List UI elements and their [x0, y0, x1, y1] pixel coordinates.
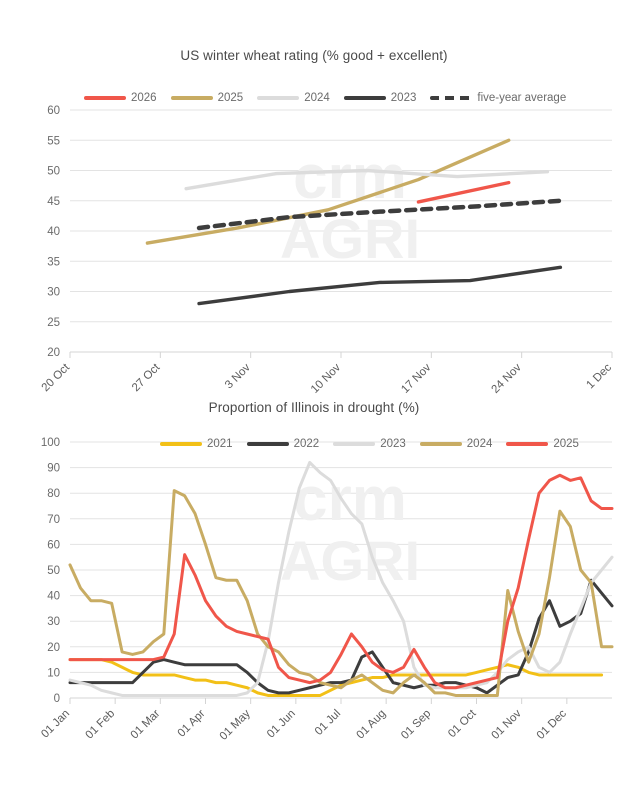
series-line-2023 [68, 460, 614, 697]
series-line-2022 [68, 578, 614, 695]
legend-swatch-2024 [257, 96, 300, 100]
x-axis-tick-label: 27 Oct [130, 361, 163, 394]
legend-item-2025[interactable]: 2025 [170, 92, 258, 104]
y-axis-tick-label: 45 [47, 196, 60, 208]
legend-label-2022: 2022 [293, 438, 320, 450]
x-axis-tick-label: 01 Jul [313, 708, 343, 738]
legend-swatch-2024b [419, 442, 462, 446]
x-axis-tick-label: 01 Apr [176, 708, 208, 740]
legend-item-five-year-average[interactable]: five-year average [430, 92, 580, 104]
watermark-crm: crm [293, 143, 407, 212]
legend-swatch-2023b [333, 442, 376, 446]
illinois-drought-chart: Proportion of Illinois in drought (%) 20… [0, 400, 628, 797]
legend-label-2023: 2023 [390, 92, 417, 104]
legend-label-2023b: 2023 [380, 438, 406, 450]
y-axis-tick-label: 70 [47, 514, 60, 526]
legend-item-2024[interactable]: 2024 [257, 92, 344, 104]
series-line-2025 [145, 138, 511, 245]
y-axis-tick-label: 20 [47, 347, 60, 359]
legend-swatch-2026 [84, 96, 126, 100]
x-axis-tick-label: 10 Nov [309, 361, 343, 395]
x-axis-tick-label: 01 Oct [446, 707, 479, 740]
y-axis-tick-label: 0 [54, 693, 60, 705]
legend-label-2026: 2026 [131, 92, 157, 104]
y-axis-tick-label: 90 [47, 463, 60, 475]
y-axis-tick-label: 100 [41, 437, 60, 449]
legend-label-2024b: 2024 [466, 438, 493, 450]
legend-item-2026[interactable]: 2026 [84, 92, 171, 104]
legend-item-2023[interactable]: 2023 [343, 92, 431, 104]
y-axis-tick-label: 20 [47, 642, 60, 654]
legend-swatch-2023 [343, 96, 386, 100]
series-line-2023 [197, 265, 563, 306]
chart1-legend: 2026 2025 2024 2023 five-year average [84, 92, 580, 104]
x-axis-tick-label: 24 Nov [490, 361, 524, 395]
legend-item-2024b[interactable]: 2024 [419, 438, 507, 450]
legend-swatch-five-year-average [430, 96, 473, 100]
legend-swatch-2021 [160, 442, 202, 446]
legend-swatch-2022 [246, 442, 289, 446]
legend-label-2024: 2024 [304, 92, 330, 104]
x-axis-tick-label: 01 May [218, 707, 253, 742]
x-axis-tick-label: 01 Sep [399, 708, 433, 742]
wheat-rating-chart: US winter wheat rating (% good + excelle… [40, 48, 615, 396]
y-axis-tick-label: 35 [47, 256, 60, 268]
y-axis-tick-label: 25 [47, 317, 60, 329]
series-line-five-year-average [196, 198, 563, 231]
legend-item-2023b[interactable]: 2023 [333, 438, 420, 450]
legend-label-2021: 2021 [207, 438, 233, 450]
x-axis-tick-label: 01 Nov [490, 707, 524, 741]
series-line-2026 [416, 180, 511, 204]
x-axis-tick-label: 17 Nov [399, 361, 433, 395]
legend-swatch-2025 [170, 96, 213, 100]
y-axis-tick-label: 40 [47, 591, 60, 603]
x-axis-tick-label: 01 Jan [39, 708, 72, 741]
legend-label-2025: 2025 [217, 92, 244, 104]
y-axis-tick-label: 10 [47, 667, 60, 679]
legend-label-five-year-average: five-year average [477, 92, 567, 104]
x-axis-tick-label: 01 Jun [265, 708, 298, 741]
y-axis-tick-label: 50 [47, 166, 60, 178]
legend-item-2025b[interactable]: 2025 [506, 438, 593, 450]
legend-label-2025b: 2025 [553, 438, 579, 450]
series-line-2024 [68, 489, 614, 697]
series-line-2025 [68, 473, 614, 690]
y-axis-tick-label: 40 [47, 226, 60, 238]
x-axis-tick-label: 01 Aug [354, 708, 388, 742]
chart2-legend: 2021 2022 2023 2024 2025 [160, 438, 593, 450]
legend-item-2022[interactable]: 2022 [246, 438, 334, 450]
y-axis-tick-label: 30 [47, 287, 60, 299]
x-axis-tick-label: 01 Mar [129, 708, 163, 742]
y-axis-tick-label: 30 [47, 616, 60, 628]
series-line-2024 [184, 168, 550, 191]
y-axis-tick-label: 60 [47, 539, 60, 551]
y-axis-tick-label: 55 [47, 135, 60, 147]
x-axis-tick-label: 1 Dec [584, 361, 614, 391]
legend-swatch-2025b [506, 442, 549, 446]
x-axis-tick-label: 01 Dec [535, 707, 569, 741]
watermark-agri: AGRI [280, 529, 420, 592]
x-axis-tick-label: 01 Feb [83, 708, 117, 742]
chart2-title: Proportion of Illinois in drought (%) [208, 400, 420, 415]
legend-item-2021[interactable]: 2021 [160, 438, 247, 450]
x-axis-tick-label: 20 Oct [40, 361, 73, 394]
y-axis-tick-label: 80 [47, 488, 60, 500]
chart1-title: US winter wheat rating (% good + excelle… [180, 48, 448, 63]
y-axis-tick-label: 50 [47, 565, 60, 577]
x-axis-tick-label: 3 Nov [223, 361, 253, 391]
y-axis-tick-label: 60 [47, 105, 60, 117]
watermark-crm: crm [293, 465, 407, 534]
